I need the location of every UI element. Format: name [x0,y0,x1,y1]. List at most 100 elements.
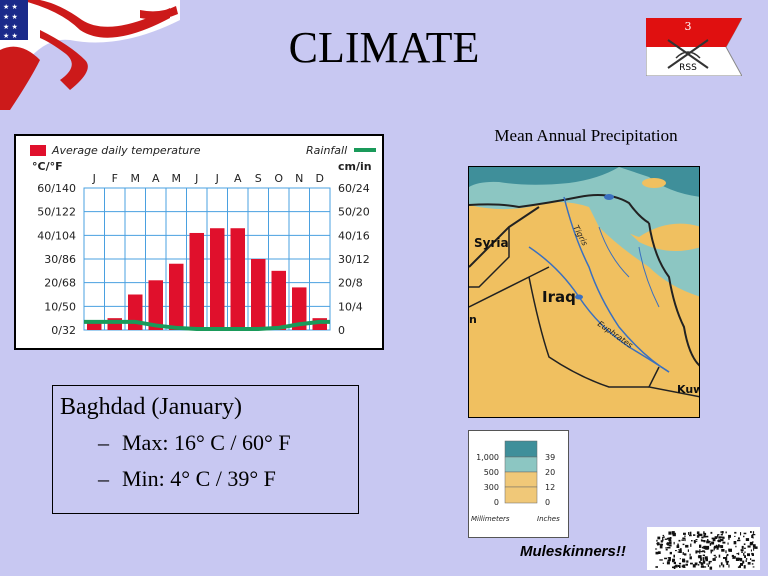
speckle [681,539,685,541]
speckle [716,546,719,550]
speckle [718,536,722,539]
speckle [665,548,668,551]
speckle [720,562,723,564]
speckle [710,551,712,554]
speckle [741,545,744,549]
speckle [744,547,746,549]
left-tick-label: 40/104 [37,229,76,242]
speckle [745,559,747,562]
svg-text:★ ★: ★ ★ [3,32,18,40]
speckle [664,557,667,560]
speckle [728,564,730,568]
speckle [677,551,681,553]
speckle [743,552,745,556]
speckle [690,562,693,565]
baghdad-climate-box: Baghdad (January) – Max: 16° C / 60° F – M… [52,385,359,514]
right-tick-label: 30/12 [338,253,370,266]
speckle [677,543,679,546]
temperature-bar [210,228,225,330]
speckle [704,556,708,560]
speckle [662,536,664,540]
speckle [699,550,701,554]
left-axis-unit: °C/°F [32,160,63,173]
speckle [740,549,744,552]
baghdad-max-text: Max: 16° C / 60° F [122,430,291,455]
speckle [670,552,672,554]
speckle [672,558,675,562]
speckle [682,565,685,567]
speckle [717,534,719,537]
legend-unit-in: Inches [537,515,560,523]
speckle [668,540,672,542]
right-tick-label: 10/4 [338,300,363,313]
speckle [700,562,704,565]
speckle [689,553,691,556]
speckle [676,545,680,548]
speckle [710,549,714,552]
legend-in-39: 39 [545,453,555,462]
speckle [700,565,704,568]
speckle [740,532,742,536]
speckle [728,534,731,538]
speckle [685,563,688,566]
speckle [716,536,718,538]
speckle [698,533,700,537]
temperature-bar [169,263,184,330]
month-label: S [255,172,262,185]
speckle [741,551,743,553]
speckle [751,553,754,556]
speckle [754,546,758,549]
speckle [703,531,705,535]
month-label: O [274,172,283,185]
speckle [747,545,751,548]
slide-title: CLIMATE [288,23,480,72]
speckle [673,565,676,569]
speckle [727,542,729,545]
map-label-edge-left: n [469,313,477,326]
speckle [701,536,704,539]
speckle [743,532,747,535]
month-label: D [316,172,324,185]
legend-mm-0: 0 [494,498,499,507]
speckle [700,550,704,553]
speckle [675,550,677,552]
speckle [662,539,664,542]
speckle [666,561,670,565]
speckle [734,555,736,559]
speckle [720,539,724,542]
speckle [718,539,721,543]
speckle [752,541,754,543]
speckle [675,564,678,568]
speckle [716,544,718,547]
month-label: J [215,172,219,185]
right-tick-label: 20/8 [338,277,363,290]
precipitation-legend-svg: 1,000 500 300 0 39 20 12 0 Millimeters I… [471,440,560,523]
footer-motto: Muleskinners!! [520,543,626,560]
speckle [694,540,698,542]
speckle [743,543,746,545]
speckle [672,566,675,569]
speckle [682,543,685,546]
right-tick-label: 50/20 [338,206,370,219]
speckle [673,561,676,565]
climate-chart: Average daily temperature Rainfall °C/°F… [14,134,384,350]
speckle [663,536,665,538]
speckle [673,541,675,545]
speckle [751,559,755,562]
speckle [738,537,740,540]
speckle [705,535,709,538]
speckle [668,531,672,535]
svg-text:★ ★: ★ ★ [3,13,18,21]
speckle [745,558,748,560]
speckle [718,554,721,558]
speckle [714,536,718,539]
speckle [678,539,681,542]
baghdad-title: Baghdad (January) [60,394,242,420]
speckle [695,539,698,541]
speckle [678,549,682,551]
speckle [668,557,671,561]
speckle [725,558,728,561]
legend-in-20: 20 [545,468,555,477]
month-label: N [295,172,303,185]
temperature-bar [292,287,307,330]
